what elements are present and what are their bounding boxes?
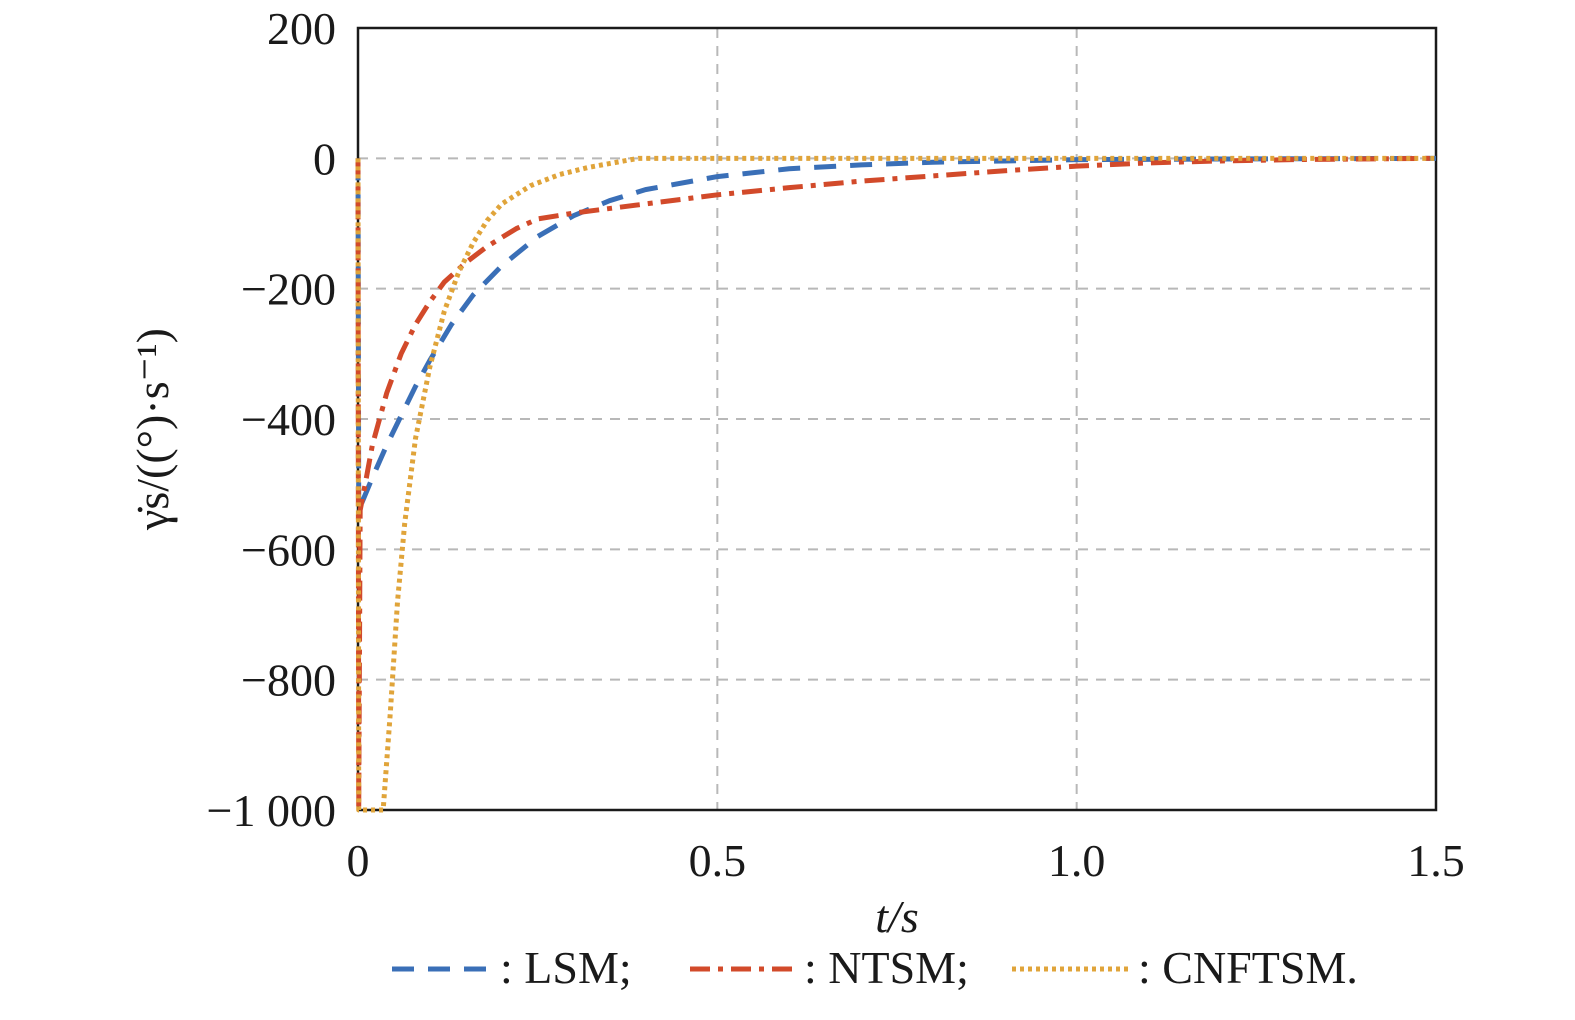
x-tick-label: 1.0 bbox=[1048, 835, 1106, 886]
plot-frame bbox=[356, 26, 1438, 812]
series-line-2 bbox=[355, 155, 1437, 813]
y-tick-label: 0 bbox=[313, 133, 336, 184]
y-tick-label: −200 bbox=[241, 264, 336, 315]
y-tick-label: −800 bbox=[241, 655, 336, 706]
y-tick-label: −400 bbox=[241, 394, 336, 445]
legend-label-3: : CNFTSM. bbox=[1138, 942, 1358, 993]
y-tick-label: −1 000 bbox=[207, 785, 336, 836]
x-axis-label: t/s bbox=[875, 891, 918, 942]
y-tick-label: 200 bbox=[267, 3, 336, 54]
x-tick-label: 0 bbox=[347, 835, 370, 886]
legend-label-1: : LSM; bbox=[500, 942, 632, 993]
y-tick-label: −600 bbox=[241, 524, 336, 575]
series-line-1 bbox=[355, 155, 1437, 513]
series-line-3 bbox=[355, 155, 1436, 813]
x-tick-label: 1.5 bbox=[1407, 835, 1465, 886]
legend-label-2: : NTSM; bbox=[804, 942, 969, 993]
x-tick-label: 0.5 bbox=[689, 835, 747, 886]
y-axis-label: γ̇s/((°)·s⁻¹) bbox=[127, 328, 178, 531]
